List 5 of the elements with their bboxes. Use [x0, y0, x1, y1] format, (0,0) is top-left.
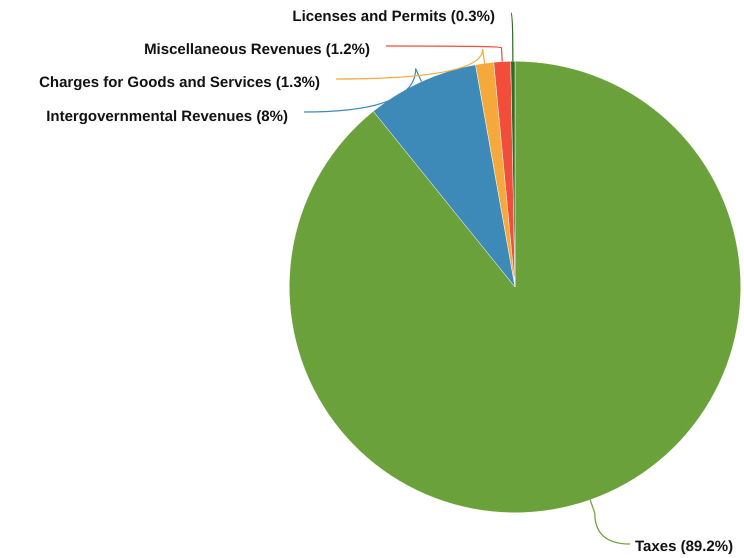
- slice-label: Intergovernmental Revenues (8%): [46, 108, 288, 126]
- slice-label: Licenses and Permits (0.3%): [292, 8, 495, 26]
- slice-label: Miscellaneous Revenues (1.2%): [144, 41, 370, 58]
- slice-label: Taxes (89.2%): [635, 538, 734, 556]
- slice-label: Charges for Goods and Services (1.3%): [39, 74, 320, 92]
